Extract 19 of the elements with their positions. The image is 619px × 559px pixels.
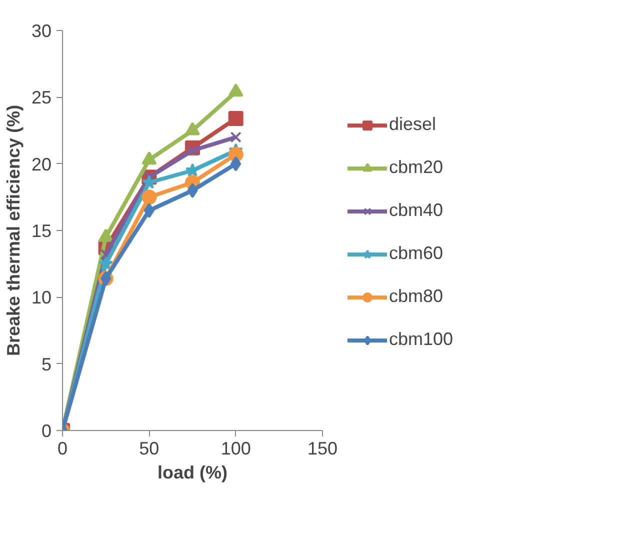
legend-label: cbm80 xyxy=(389,286,444,307)
legend-label: cbm100 xyxy=(389,329,454,350)
x-tick-label: 0 xyxy=(57,438,68,458)
x-tick-label: 50 xyxy=(139,438,160,458)
y-tick-label: 5 xyxy=(41,354,52,374)
y-tick-label: 25 xyxy=(31,88,52,108)
y-tick-label: 20 xyxy=(31,154,52,174)
y-tick-label: 0 xyxy=(41,421,52,441)
y-tick-label: 30 xyxy=(31,21,52,41)
y-axis-title: Breake thermal efficiency (%) xyxy=(3,104,24,356)
y-tick-label: 10 xyxy=(31,288,52,308)
y-tick-label: 15 xyxy=(31,221,52,241)
legend-label: diesel xyxy=(389,114,436,135)
x-axis-title: load (%) xyxy=(158,462,228,482)
legend-label: cbm20 xyxy=(389,157,444,178)
x-tick-label: 100 xyxy=(220,438,251,458)
legend-label: cbm40 xyxy=(389,200,444,221)
x-tick-label: 150 xyxy=(307,438,338,458)
legend-label: cbm60 xyxy=(389,243,444,264)
